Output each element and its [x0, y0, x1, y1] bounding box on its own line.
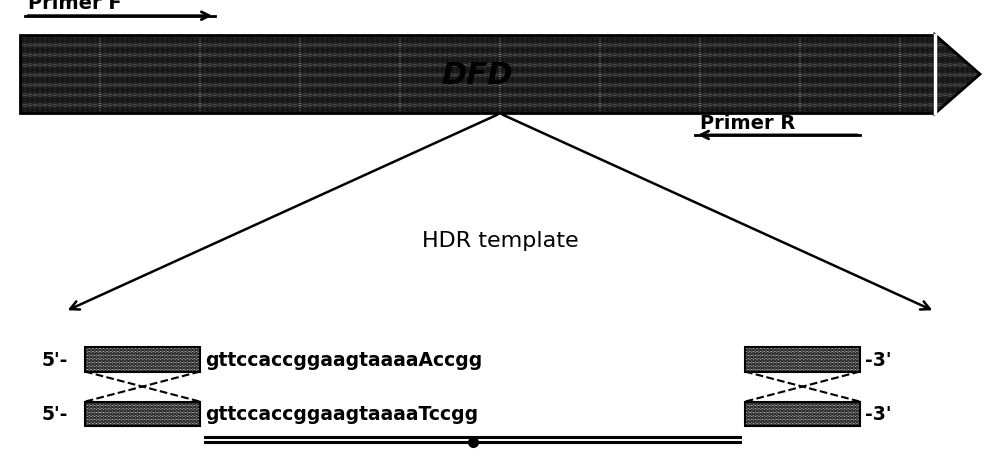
Bar — [85, 347, 200, 372]
Bar — [745, 347, 860, 372]
Text: gttccaccggaagtaaaaAccgg: gttccaccggaagtaaaaAccgg — [205, 350, 482, 369]
Text: DFD: DFD — [442, 60, 513, 89]
Text: Primer F: Primer F — [28, 0, 122, 13]
Text: 5'-: 5'- — [42, 405, 68, 424]
Bar — [745, 347, 860, 372]
Bar — [20, 36, 935, 114]
Bar — [85, 347, 200, 372]
Bar — [20, 36, 935, 114]
Text: Primer R: Primer R — [700, 113, 795, 132]
Text: -3': -3' — [865, 350, 892, 369]
Text: gttccaccggaagtaaaaTccgg: gttccaccggaagtaaaaTccgg — [205, 405, 478, 424]
Bar — [85, 402, 200, 426]
Bar — [745, 402, 860, 426]
Bar — [745, 402, 860, 426]
Bar — [20, 36, 935, 114]
Text: HDR template: HDR template — [422, 230, 578, 250]
Text: -3': -3' — [865, 405, 892, 424]
Polygon shape — [935, 36, 980, 114]
Text: 5'-: 5'- — [42, 350, 68, 369]
Bar — [85, 402, 200, 426]
